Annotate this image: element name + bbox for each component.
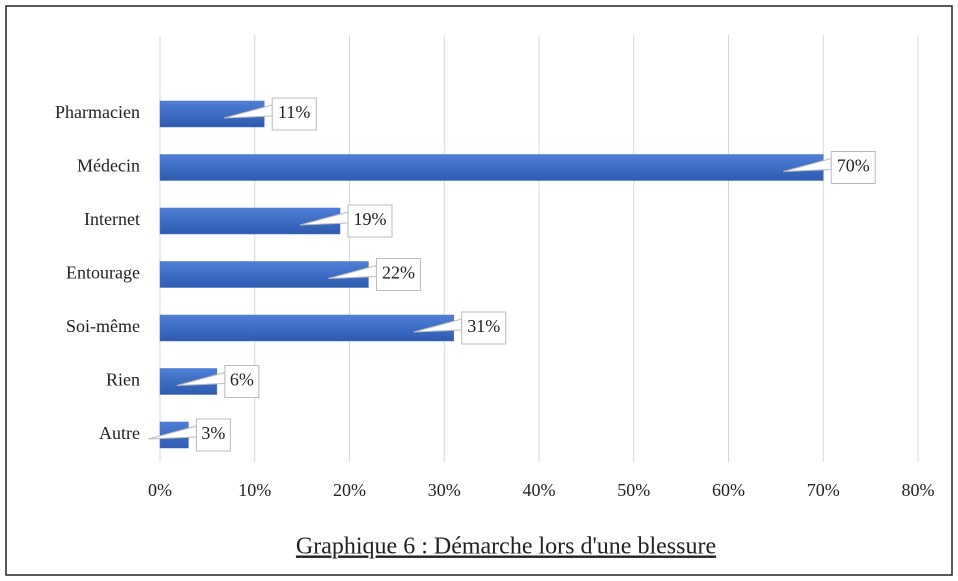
data-label-box xyxy=(347,204,393,238)
bar xyxy=(159,207,341,235)
bar xyxy=(159,261,369,288)
data-label-box xyxy=(271,97,317,131)
data-label-box xyxy=(195,418,231,452)
data-label: 70% xyxy=(837,156,870,176)
y-tick-label: Internet xyxy=(84,209,140,229)
data-label: 11% xyxy=(278,102,310,122)
x-tick-label: 10% xyxy=(238,480,271,500)
data-label-box xyxy=(461,311,507,345)
data-label: 19% xyxy=(354,209,387,229)
data-label-box xyxy=(830,151,876,184)
chart-title: Graphique 6 : Démarche lors d'une blessu… xyxy=(296,534,716,560)
bar xyxy=(159,154,824,181)
x-tick-label: 50% xyxy=(617,480,650,500)
y-tick-label: Médecin xyxy=(77,156,140,176)
x-tick-label: 80% xyxy=(902,480,935,500)
data-label: 3% xyxy=(201,423,225,443)
y-tick-label: Autre xyxy=(99,423,140,443)
y-tick-label: Pharmacien xyxy=(55,102,140,122)
data-label: 6% xyxy=(230,370,254,390)
x-tick-label: 20% xyxy=(333,480,366,500)
data-label: 22% xyxy=(382,263,415,283)
x-tick-label: 60% xyxy=(712,480,745,500)
x-tick-label: 0% xyxy=(148,480,172,500)
x-tick-label: 40% xyxy=(523,480,556,500)
data-label: 31% xyxy=(467,316,500,336)
y-tick-label: Entourage xyxy=(66,263,140,283)
x-tick-label: 70% xyxy=(807,480,840,500)
data-label-box xyxy=(375,258,421,291)
y-tick-label: Soi-même xyxy=(66,316,140,336)
y-tick-label: Rien xyxy=(106,370,140,390)
bar xyxy=(159,314,454,342)
x-tick-label: 30% xyxy=(428,480,461,500)
data-label-box xyxy=(224,365,260,398)
